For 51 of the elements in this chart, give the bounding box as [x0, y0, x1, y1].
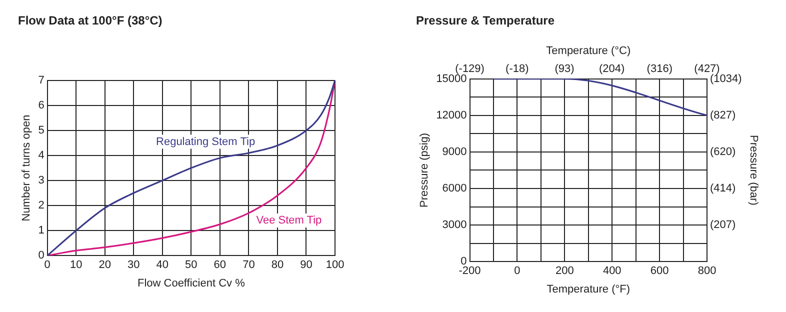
y2-tick-label: (1034) [710, 72, 742, 85]
y-axis-title: Number of turns open [20, 114, 33, 222]
y-tick-label: 1 [38, 224, 44, 237]
y2-tick-label: (827) [710, 109, 736, 122]
x-tick-label: 40 [156, 259, 169, 272]
y-tick-label: 6000 [442, 182, 467, 195]
x-axis-title: Flow Coefficient Cv % [137, 277, 246, 290]
x-tick-label: 90 [300, 259, 312, 272]
y-tick-label: 3 [38, 174, 44, 187]
series-label: Regulating Stem Tip [156, 136, 256, 148]
x2-tick-label: (-129) [455, 63, 484, 76]
x-tick-label: 20 [98, 259, 111, 272]
y-tick-label: 9000 [442, 146, 467, 158]
x-tick-label: 0 [514, 265, 520, 278]
y2-axis-title: Pressure (bar) [747, 135, 760, 206]
x-tick-label: 60 [214, 259, 226, 272]
y-tick-label: 3000 [442, 219, 467, 232]
y2-tick-label: (207) [710, 219, 736, 232]
x-tick-label: 800 [698, 265, 716, 278]
series-label: Vee Stem Tip [256, 214, 322, 227]
x-tick-label: -200 [458, 265, 481, 278]
y2-tick-label: (414) [710, 182, 736, 194]
x2-axis-title: Temperature (°C) [546, 45, 631, 58]
x2-tick-label: (316) [646, 63, 672, 76]
x2-tick-label: (427) [694, 63, 720, 76]
x-tick-label: 100 [326, 259, 344, 272]
y-tick-label: 6 [38, 99, 44, 112]
x2-tick-label: (-18) [506, 63, 529, 76]
x-tick-label: 200 [555, 265, 574, 278]
x-axis-title: Temperature (°F) [546, 283, 630, 296]
x2-tick-label: (204) [599, 63, 625, 76]
x-tick-label: 70 [242, 259, 255, 272]
y-tick-label: 2 [38, 200, 44, 212]
x-tick-label: 400 [602, 265, 622, 278]
y-tick-label: 7 [38, 74, 44, 86]
y-tick-label: 5 [38, 124, 44, 136]
y-tick-label: 15000 [436, 72, 467, 85]
x2-tick-label: (93) [554, 63, 574, 76]
y2-tick-label: (620) [710, 146, 736, 158]
y-tick-label: 0 [38, 250, 44, 262]
x-tick-label: 600 [650, 265, 669, 278]
x-tick-label: 80 [271, 259, 284, 272]
chart-title: Pressure & Temperature [416, 14, 555, 28]
y-tick-label: 12000 [436, 109, 467, 122]
x-tick-label: 10 [70, 259, 82, 272]
line-series [47, 80, 335, 256]
x-tick-label: 30 [127, 259, 140, 272]
x-tick-label: 50 [185, 259, 198, 272]
chart-title: Flow Data at 100°F (38°C) [18, 14, 162, 28]
y-axis-title: Pressure (psig) [418, 132, 431, 208]
y-tick-label: 4 [38, 150, 44, 162]
